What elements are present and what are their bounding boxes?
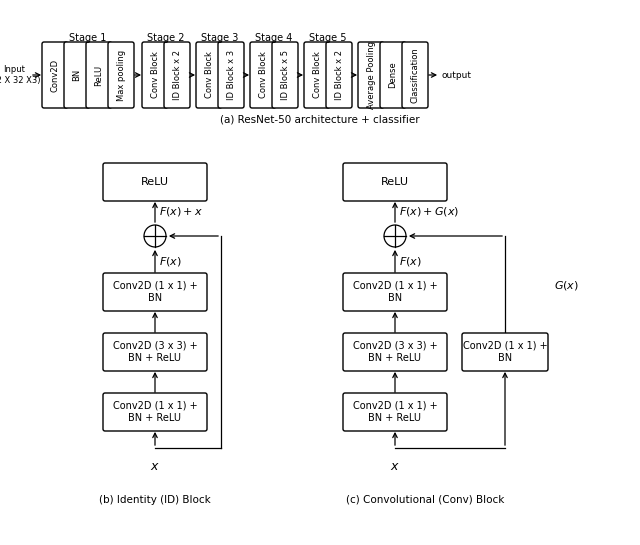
Text: $G(x)$: $G(x)$ xyxy=(554,279,579,292)
FancyBboxPatch shape xyxy=(86,42,112,108)
FancyBboxPatch shape xyxy=(142,42,168,108)
Text: Conv2D (3 x 3) +
BN + ReLU: Conv2D (3 x 3) + BN + ReLU xyxy=(113,341,197,363)
Text: ID Block x 5: ID Block x 5 xyxy=(280,50,289,100)
Text: (a) ResNet-50 architecture + classifier: (a) ResNet-50 architecture + classifier xyxy=(220,115,420,125)
Text: $F(x) + x$: $F(x) + x$ xyxy=(159,205,203,219)
FancyBboxPatch shape xyxy=(343,393,447,431)
Text: ID Block x 3: ID Block x 3 xyxy=(227,50,236,100)
Text: Stage 3: Stage 3 xyxy=(202,33,239,43)
FancyBboxPatch shape xyxy=(42,42,68,108)
FancyBboxPatch shape xyxy=(462,333,548,371)
Text: Conv2D (3 x 3) +
BN + ReLU: Conv2D (3 x 3) + BN + ReLU xyxy=(353,341,437,363)
FancyBboxPatch shape xyxy=(103,393,207,431)
FancyBboxPatch shape xyxy=(218,42,244,108)
Text: Conv Block: Conv Block xyxy=(312,52,321,99)
FancyBboxPatch shape xyxy=(402,42,428,108)
Text: Dense: Dense xyxy=(388,62,397,88)
FancyBboxPatch shape xyxy=(272,42,298,108)
Text: (b) Identity (ID) Block: (b) Identity (ID) Block xyxy=(99,495,211,505)
FancyBboxPatch shape xyxy=(164,42,190,108)
Text: ReLU: ReLU xyxy=(381,177,409,187)
Text: Average Pooling: Average Pooling xyxy=(367,41,376,109)
FancyBboxPatch shape xyxy=(304,42,330,108)
Text: Max pooling: Max pooling xyxy=(116,50,125,101)
Text: $F(x)$: $F(x)$ xyxy=(399,255,422,268)
Text: Conv2D (1 x 1) +
BN + ReLU: Conv2D (1 x 1) + BN + ReLU xyxy=(353,401,437,423)
FancyBboxPatch shape xyxy=(343,333,447,371)
Text: Stage 2: Stage 2 xyxy=(147,33,185,43)
Text: ReLU: ReLU xyxy=(95,64,104,86)
FancyBboxPatch shape xyxy=(103,273,207,311)
FancyBboxPatch shape xyxy=(196,42,222,108)
Text: $F(x) + G(x)$: $F(x) + G(x)$ xyxy=(399,205,460,219)
FancyBboxPatch shape xyxy=(343,163,447,201)
Text: Stage 4: Stage 4 xyxy=(255,33,292,43)
Text: Stage 1: Stage 1 xyxy=(69,33,107,43)
Text: Conv2D (1 x 1) +
BN: Conv2D (1 x 1) + BN xyxy=(353,281,437,303)
FancyBboxPatch shape xyxy=(108,42,134,108)
FancyBboxPatch shape xyxy=(103,163,207,201)
Text: Conv Block: Conv Block xyxy=(150,52,159,99)
FancyBboxPatch shape xyxy=(380,42,406,108)
Text: Classification: Classification xyxy=(410,47,419,103)
Text: Conv2D (1 x 1) +
BN: Conv2D (1 x 1) + BN xyxy=(113,281,197,303)
Text: $x$: $x$ xyxy=(150,459,160,473)
FancyBboxPatch shape xyxy=(64,42,90,108)
Text: (c) Convolutional (Conv) Block: (c) Convolutional (Conv) Block xyxy=(346,495,504,505)
Text: Conv Block: Conv Block xyxy=(205,52,214,99)
Text: ID Block x 2: ID Block x 2 xyxy=(173,50,182,100)
Text: ID Block x 2: ID Block x 2 xyxy=(335,50,344,100)
Text: Stage 5: Stage 5 xyxy=(309,33,347,43)
Text: $F(x)$: $F(x)$ xyxy=(159,255,182,268)
FancyBboxPatch shape xyxy=(326,42,352,108)
Text: $x$: $x$ xyxy=(390,459,400,473)
Text: BN: BN xyxy=(72,69,81,81)
FancyBboxPatch shape xyxy=(250,42,276,108)
FancyBboxPatch shape xyxy=(103,333,207,371)
Text: Conv2D (1 x 1) +
BN + ReLU: Conv2D (1 x 1) + BN + ReLU xyxy=(113,401,197,423)
Text: Conv2D: Conv2D xyxy=(51,58,60,92)
Text: Conv Block: Conv Block xyxy=(259,52,268,99)
Text: Input
(32 X 32 X3): Input (32 X 32 X3) xyxy=(0,65,40,84)
FancyBboxPatch shape xyxy=(358,42,384,108)
Text: output: output xyxy=(442,70,472,80)
Text: Conv2D (1 x 1) +
BN: Conv2D (1 x 1) + BN xyxy=(463,341,547,363)
Text: ReLU: ReLU xyxy=(141,177,169,187)
FancyBboxPatch shape xyxy=(343,273,447,311)
